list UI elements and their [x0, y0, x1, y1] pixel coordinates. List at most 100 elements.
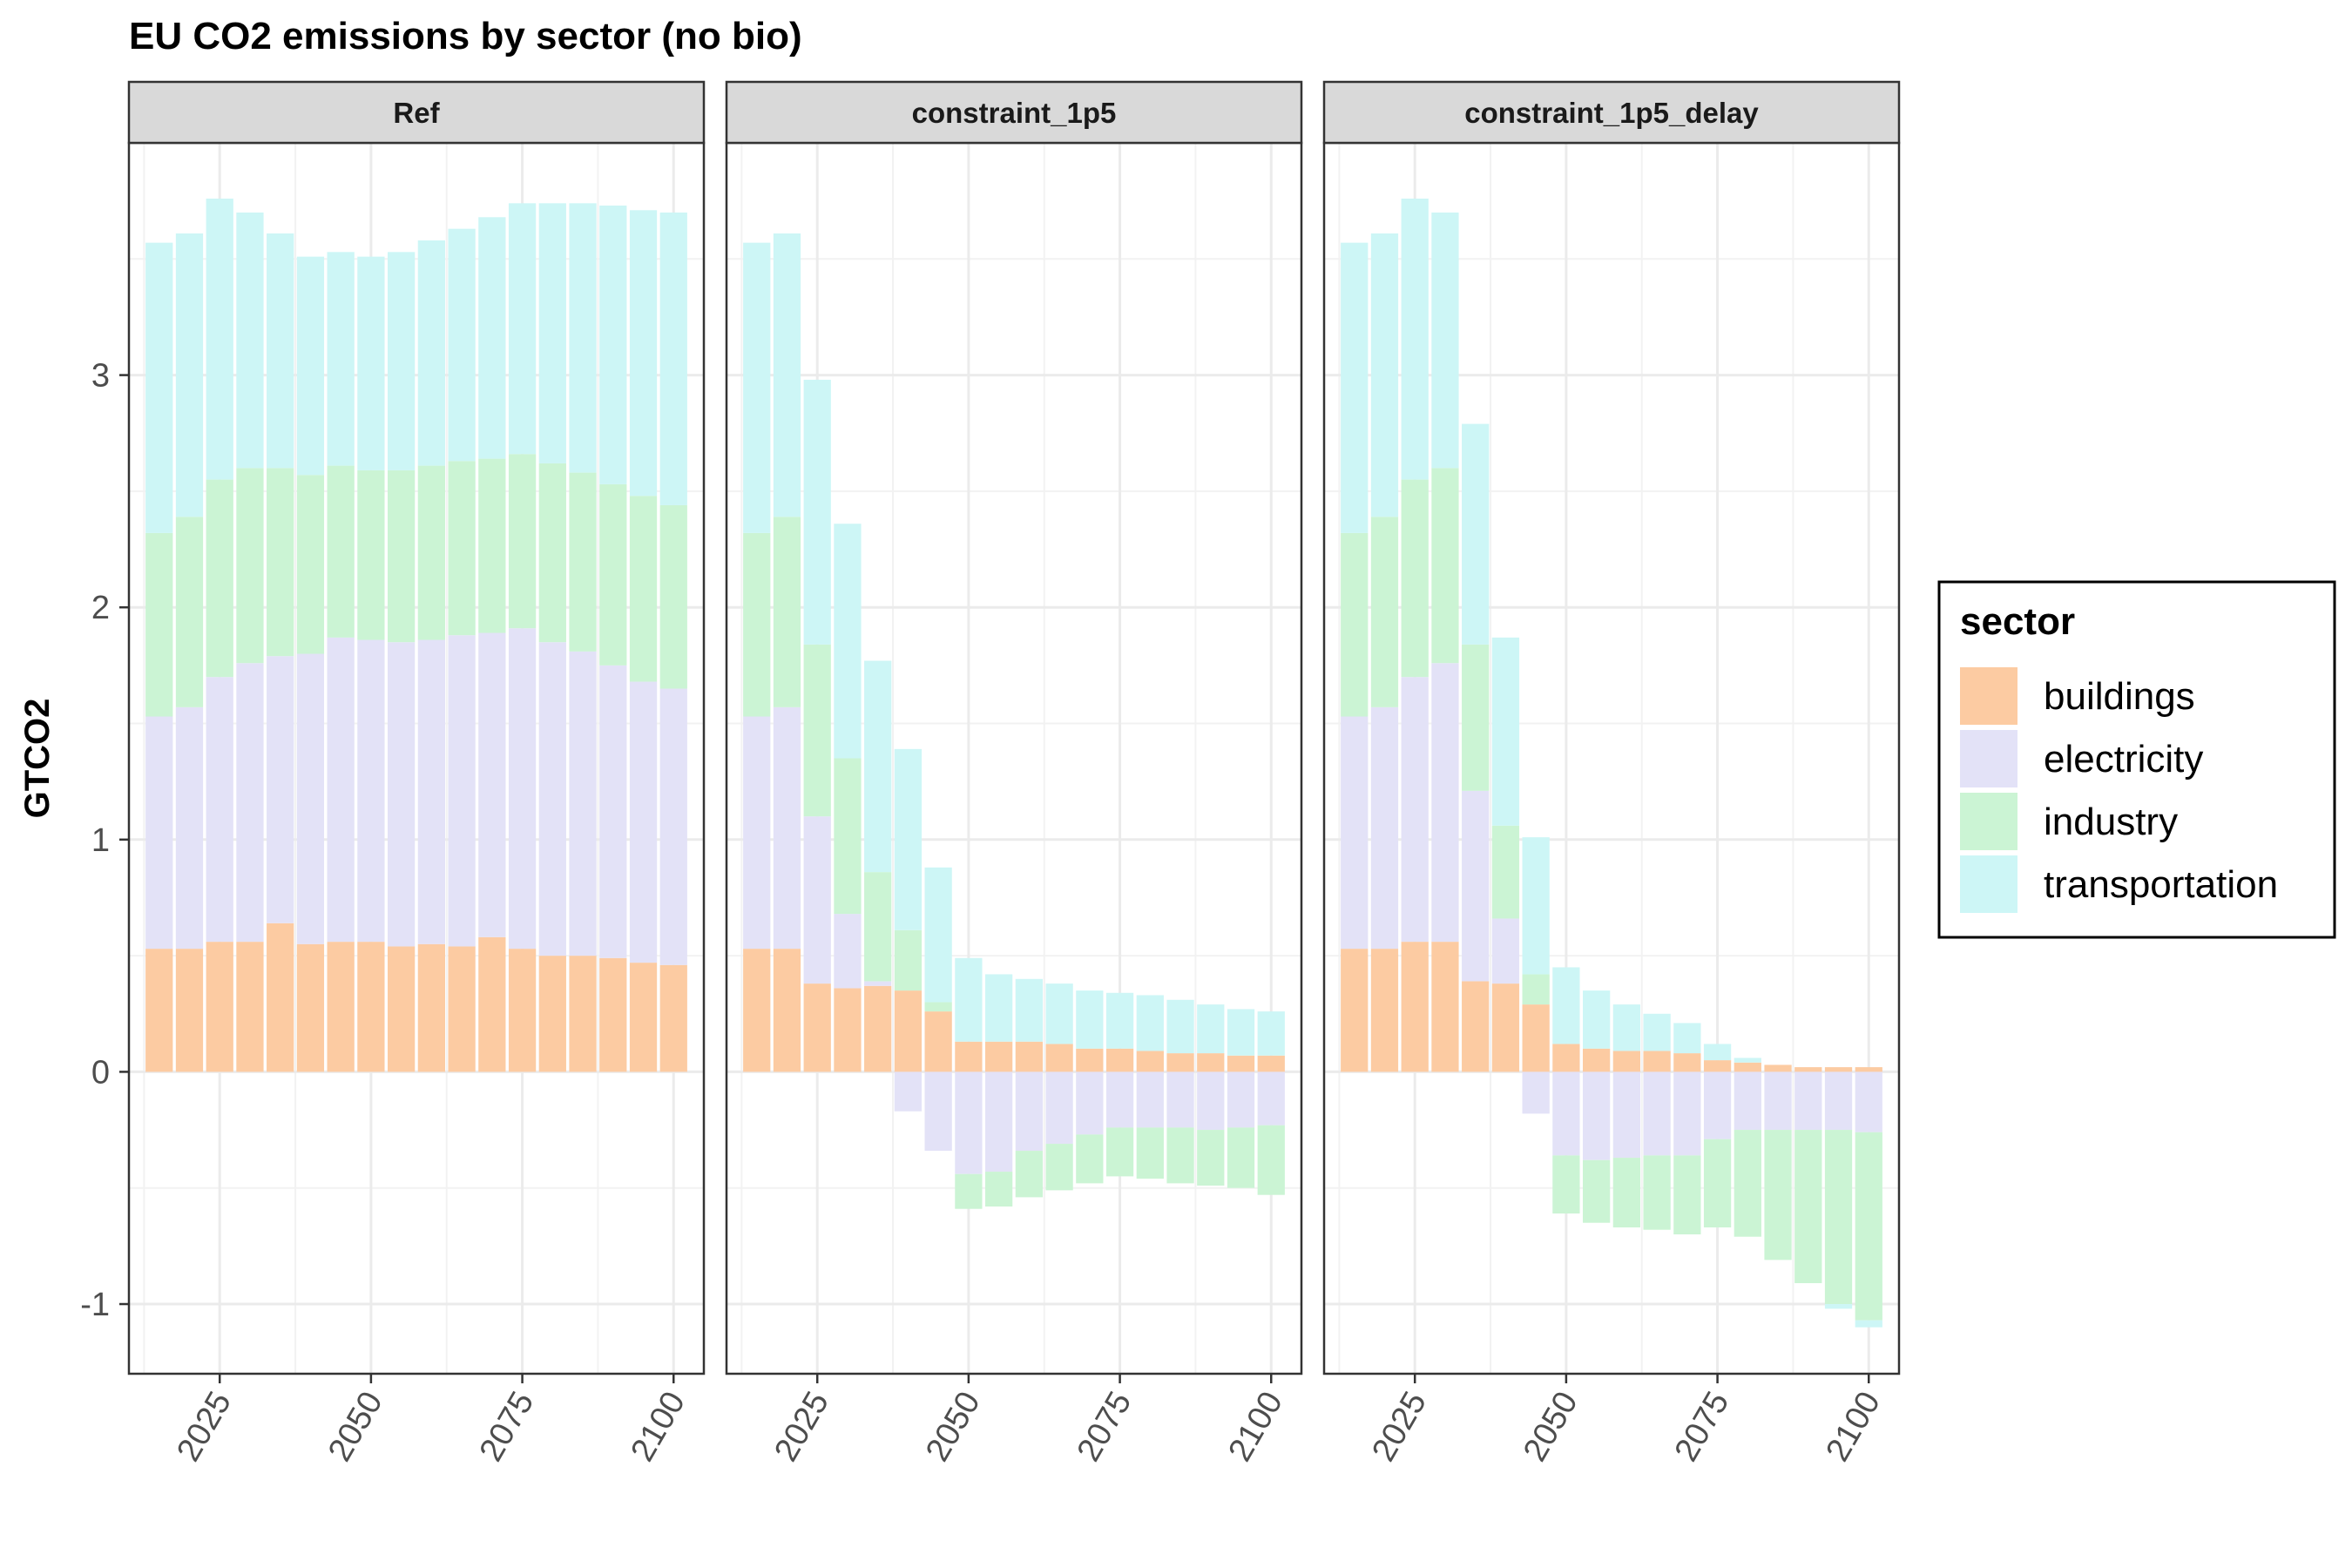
bar-buildings-2045	[924, 1011, 952, 1072]
legend-title: sector	[1960, 600, 2075, 643]
bar-industry-2065	[1045, 1144, 1073, 1191]
bar-transportation-2035	[267, 233, 294, 469]
bar-industry-2055	[985, 1172, 1013, 1207]
facet-strip-label: constraint_1p5	[912, 97, 1117, 129]
bar-buildings-2100	[1257, 1055, 1285, 1072]
bar-transportation-2015	[1341, 242, 1369, 533]
bar-electricity-2100	[659, 688, 687, 965]
bar-buildings-2030	[834, 988, 862, 1072]
bar-industry-2035	[1462, 644, 1490, 791]
bar-industry-2020	[1370, 517, 1399, 707]
legend-key-buildings	[1960, 667, 2017, 725]
facet-strip	[127, 80, 706, 145]
bar-transportation-2045	[924, 867, 952, 1003]
bar-industry-2045	[924, 1002, 952, 1012]
bar-industry-2100	[1855, 1132, 1882, 1321]
bar-buildings-2045	[1522, 1004, 1550, 1072]
bar-buildings-2095	[629, 963, 658, 1072]
bar-industry-2030	[834, 758, 862, 915]
facet-strip	[725, 80, 1303, 145]
bar-transportation-2100	[1257, 1011, 1285, 1056]
bar-buildings-2040	[296, 943, 325, 1072]
bar-transportation-2040	[894, 748, 923, 930]
bar-electricity-2040	[894, 1071, 923, 1112]
bar-industry-2035	[864, 872, 892, 982]
bar-industry-2085	[569, 472, 597, 652]
bar-buildings-2040	[894, 990, 923, 1072]
bar-transportation-2035	[1462, 423, 1490, 645]
bar-electricity-2060	[417, 639, 445, 944]
bar-electricity-2050	[1552, 1071, 1580, 1156]
bar-buildings-2085	[1166, 1053, 1194, 1072]
bar-electricity-2025	[1401, 677, 1429, 943]
bar-buildings-2025	[206, 942, 233, 1072]
bar-transportation-2095	[1227, 1009, 1255, 1056]
bar-buildings-2090	[1197, 1053, 1225, 1072]
bar-transportation-2065	[448, 228, 476, 462]
bar-transportation-2040	[1491, 637, 1520, 826]
bar-transportation-2090	[1197, 1004, 1225, 1054]
bar-industry-2030	[1431, 468, 1459, 664]
legend-label-industry: industry	[2044, 801, 2178, 843]
bar-buildings-2060	[1612, 1051, 1640, 1072]
bar-transportation-2060	[1015, 978, 1043, 1042]
bar-electricity-2015	[145, 716, 173, 950]
bar-industry-2045	[1522, 974, 1550, 1005]
bar-industry-2015	[145, 532, 173, 717]
bar-transportation-2080	[1136, 995, 1164, 1051]
legend-label-electricity: electricity	[2044, 738, 2203, 781]
bar-electricity-2080	[538, 642, 566, 956]
bar-buildings-2015	[743, 949, 771, 1072]
bar-industry-2030	[236, 468, 264, 664]
bar-electricity-2075	[508, 628, 537, 950]
bar-electricity-2095	[629, 681, 658, 963]
bar-electricity-2035	[864, 981, 892, 986]
bar-transportation-2020	[175, 233, 204, 517]
bar-industry-2085	[1764, 1130, 1792, 1260]
bar-industry-2025	[206, 479, 233, 678]
bar-electricity-2045	[1522, 1071, 1550, 1114]
legend-label-buildings: buildings	[2044, 675, 2195, 718]
bar-industry-2040	[1491, 825, 1520, 919]
bar-electricity-2020	[175, 706, 204, 950]
bar-electricity-2075	[1703, 1071, 1732, 1139]
bar-transportation-2015	[743, 242, 771, 533]
bar-buildings-2020	[773, 949, 801, 1072]
bar-transportation-2095	[1824, 1304, 1853, 1309]
bar-transportation-2020	[773, 233, 801, 517]
bar-electricity-2035	[267, 656, 294, 923]
bar-buildings-2060	[1015, 1041, 1043, 1072]
bar-transportation-2050	[1552, 967, 1580, 1044]
bar-buildings-2050	[1552, 1044, 1580, 1072]
bar-buildings-2050	[357, 942, 385, 1072]
bar-buildings-2030	[236, 942, 264, 1072]
bar-industry-2035	[267, 468, 294, 657]
y-tick-label: 2	[91, 590, 110, 626]
bar-transportation-2030	[236, 212, 264, 469]
bar-buildings-2040	[1491, 983, 1520, 1072]
bar-buildings-2095	[1824, 1067, 1853, 1072]
bar-industry-2080	[538, 463, 566, 643]
y-axis-title: GTCO2	[18, 699, 57, 819]
bar-transportation-2065	[1045, 983, 1073, 1044]
bar-electricity-2065	[1643, 1071, 1671, 1156]
facet-strip-label: constraint_1p5_delay	[1464, 97, 1759, 129]
bar-industry-2100	[1257, 1125, 1285, 1195]
bar-buildings-2085	[569, 956, 597, 1072]
bar-industry-2050	[357, 470, 385, 640]
bar-buildings-2080	[538, 956, 566, 1072]
bar-electricity-2085	[1764, 1071, 1792, 1131]
bars	[743, 233, 1285, 1209]
bar-transportation-2080	[538, 203, 566, 463]
bar-buildings-2075	[1703, 1060, 1732, 1072]
bar-transportation-2060	[1612, 1004, 1640, 1051]
bar-industry-2065	[448, 461, 476, 636]
bar-electricity-2080	[1734, 1071, 1761, 1131]
bar-transportation-2100	[659, 212, 687, 505]
bar-transportation-2065	[1643, 1013, 1671, 1051]
bar-electricity-2080	[1136, 1071, 1164, 1128]
bar-buildings-2035	[1462, 981, 1490, 1072]
